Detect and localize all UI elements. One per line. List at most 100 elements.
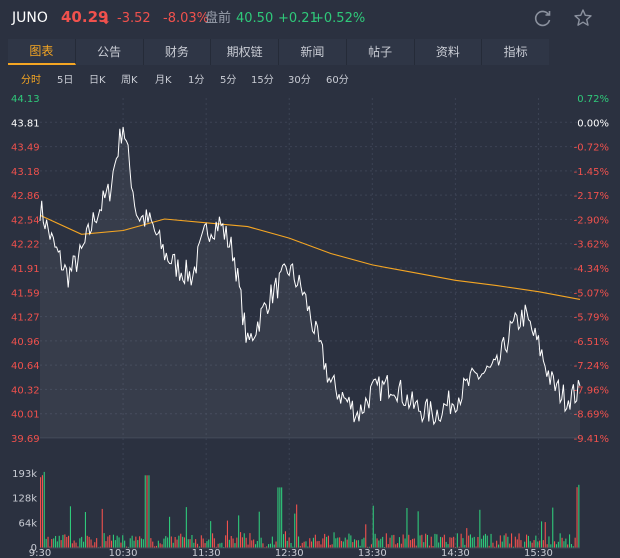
- y-tick-label: 42.86: [11, 191, 40, 202]
- period-0[interactable]: 分时: [21, 75, 41, 86]
- volume-bar: [565, 538, 567, 548]
- period-8[interactable]: 30分: [288, 75, 311, 86]
- period-4[interactable]: 月K: [155, 75, 172, 86]
- tab-2[interactable]: 财务: [144, 39, 212, 65]
- refresh-icon[interactable]: [533, 8, 553, 28]
- volume-bar: [266, 546, 268, 548]
- volume-bar: [169, 516, 171, 548]
- volume-bar: [541, 521, 543, 548]
- volume-bar: [206, 541, 208, 548]
- period-5[interactable]: 1分: [188, 75, 205, 86]
- tab-3[interactable]: 期权链: [211, 39, 279, 65]
- period-7[interactable]: 15分: [251, 75, 274, 86]
- volume-bar: [64, 534, 66, 548]
- tab-7[interactable]: 指标: [503, 45, 528, 59]
- volume-bar: [73, 540, 75, 548]
- tab-1[interactable]: 公告: [76, 39, 144, 65]
- tab-5[interactable]: 帖子: [347, 39, 415, 65]
- pct-tick-label: -9.41%: [574, 434, 609, 445]
- volume-bar: [370, 544, 372, 548]
- volume-bar: [137, 540, 139, 548]
- period-6[interactable]: 5分: [220, 75, 237, 86]
- volume-bar: [60, 540, 62, 548]
- volume-bar: [142, 539, 144, 548]
- volume-bar: [236, 537, 238, 548]
- volume-bar: [86, 535, 88, 548]
- period-1[interactable]: 5日: [57, 75, 74, 86]
- volume-bar: [99, 546, 101, 548]
- volume-bar: [96, 538, 98, 548]
- volume-bar: [53, 538, 55, 548]
- volume-bar: [322, 538, 324, 548]
- volume-bar: [440, 536, 442, 548]
- volume-bar: [552, 507, 554, 548]
- volume-bar: [69, 506, 71, 548]
- volume-bar: [140, 538, 142, 548]
- volume-bar: [490, 533, 492, 548]
- y-tick-label: 44.13: [11, 94, 40, 105]
- period-2[interactable]: 日K: [89, 75, 106, 86]
- volume-bar: [62, 534, 64, 548]
- volume-bar: [273, 544, 275, 548]
- star-icon[interactable]: [573, 8, 593, 28]
- pct-tick-label: -0.72%: [574, 143, 609, 154]
- volume-bar: [301, 542, 303, 548]
- volume-bar: [393, 534, 395, 548]
- volume-bar: [312, 537, 314, 548]
- volume-bar: [316, 541, 318, 548]
- down-arrow-icon: ⬇: [101, 13, 112, 27]
- volume-bar: [144, 475, 146, 548]
- x-tick-label: 15:30: [524, 548, 553, 558]
- premarket-change-percent: +0.52%: [313, 11, 366, 26]
- volume-bar: [389, 537, 391, 548]
- volume-bar: [204, 543, 206, 548]
- volume-bar: [464, 544, 466, 548]
- premarket-change: +0.21: [278, 11, 318, 26]
- volume-bar: [226, 520, 228, 548]
- volume-bar: [83, 541, 85, 548]
- tab-6[interactable]: 资料: [415, 39, 483, 65]
- volume-bar: [417, 511, 419, 548]
- volume-bar: [471, 537, 473, 548]
- x-tick-label: 14:30: [441, 548, 470, 558]
- volume-bar: [127, 546, 129, 548]
- volume-bar: [309, 538, 311, 548]
- premarket-price: 40.50: [236, 11, 274, 26]
- volume-bar: [238, 515, 240, 548]
- volume-bar: [354, 539, 356, 548]
- volume-bar: [311, 541, 313, 548]
- volume-bar: [522, 546, 524, 548]
- volume-bar: [447, 544, 449, 548]
- volume-bar: [348, 533, 350, 548]
- period-9[interactable]: 60分: [326, 75, 349, 86]
- tab-0[interactable]: 图表: [8, 39, 76, 65]
- period-selector: 分时 5日 日K 周K 月K 1分 5分 15分 30分 60分: [0, 72, 620, 90]
- volume-bar: [456, 533, 458, 548]
- volume-bar: [298, 536, 300, 548]
- volume-bar: [516, 539, 518, 548]
- volume-bar: [385, 533, 387, 548]
- volume-bar: [430, 536, 432, 548]
- volume-bar: [432, 546, 434, 548]
- volume-bar: [382, 536, 384, 548]
- volume-bar: [241, 537, 243, 548]
- volume-bar: [335, 538, 337, 548]
- volume-bar: [228, 539, 230, 548]
- volume-bar: [324, 533, 326, 548]
- volume-bar: [550, 544, 552, 548]
- tab-4[interactable]: 新闻: [279, 39, 347, 65]
- volume-bar: [129, 538, 131, 548]
- period-3[interactable]: 周K: [121, 75, 138, 86]
- intraday-chart[interactable]: 44.13 43.81 43.49 43.18 42.86 42.54 42.22 41.91…: [0, 90, 620, 558]
- volume-bar: [172, 542, 174, 548]
- volume-bar: [262, 543, 264, 548]
- volume-bar: [567, 544, 569, 548]
- volume-bar: [183, 537, 185, 548]
- volume-bar: [185, 507, 187, 548]
- volume-bar: [215, 546, 217, 548]
- volume-bar: [154, 546, 156, 548]
- volume-bar: [413, 538, 415, 548]
- volume-bar: [574, 537, 576, 548]
- volume-bar: [531, 542, 533, 548]
- volume-tick-label: 128k: [12, 494, 37, 505]
